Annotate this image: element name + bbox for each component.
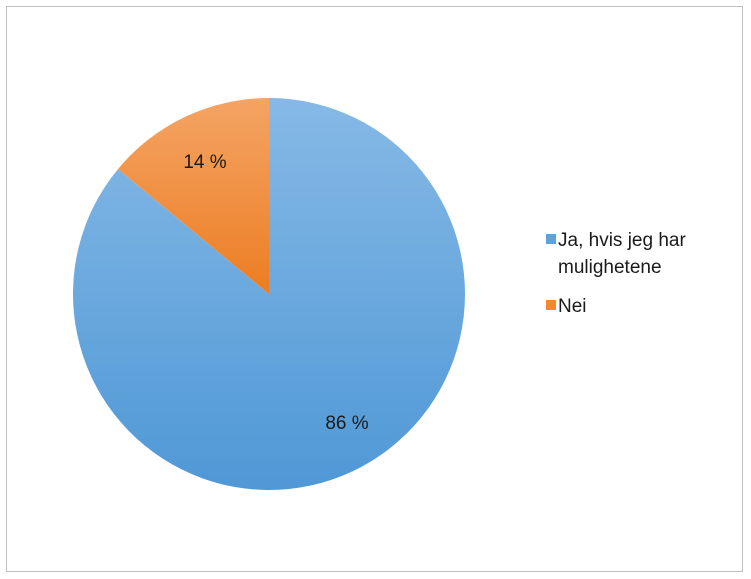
legend-label-nei: Nei [558, 296, 587, 317]
legend-swatch-ja [546, 234, 556, 244]
legend-label-ja: Ja, hvis jeg har mulighetene [558, 230, 686, 278]
pie-slice-nei [117, 98, 269, 294]
legend: Ja, hvis jeg har mulighetene Nei [546, 227, 736, 332]
slice-label-nei: 14 % [183, 152, 226, 173]
legend-swatch-nei [546, 300, 556, 310]
slice-label-ja: 86 % [325, 413, 368, 434]
legend-item-nei: Nei [546, 293, 736, 320]
legend-item-ja: Ja, hvis jeg har mulighetene [546, 227, 736, 281]
